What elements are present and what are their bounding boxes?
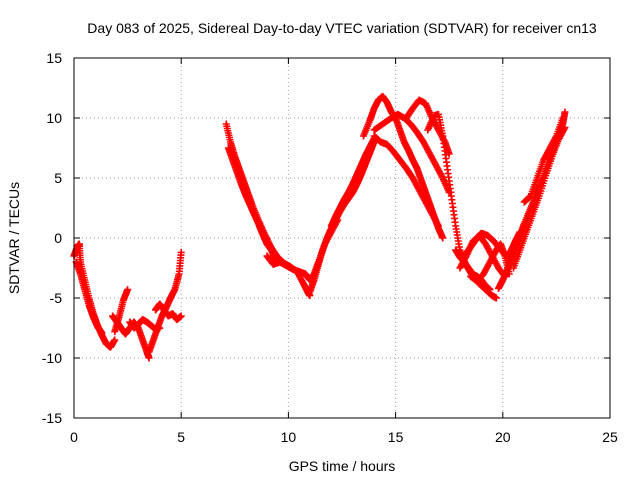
- data-point-marker: [145, 354, 153, 362]
- x-tick-label: 5: [177, 429, 185, 445]
- y-tick-label: -15: [42, 410, 62, 426]
- y-tick-label: 0: [54, 230, 62, 246]
- y-tick-label: 15: [46, 50, 62, 66]
- y-axis-label: SDTVAR / TECUs: [6, 182, 22, 294]
- y-tick-label: -10: [42, 350, 62, 366]
- x-tick-label: 0: [70, 429, 78, 445]
- data-point-marker: [177, 312, 185, 320]
- data-markers: [70, 92, 569, 362]
- data-point-marker: [439, 234, 447, 242]
- data-point-marker: [124, 286, 132, 294]
- chart-title: Day 083 of 2025, Sidereal Day-to-day VTE…: [87, 20, 597, 36]
- data-point-marker: [561, 108, 569, 116]
- y-tick-label: 5: [54, 170, 62, 186]
- data-point-marker: [552, 134, 560, 141]
- data-point-marker: [98, 329, 106, 337]
- x-tick-label: 20: [495, 429, 511, 445]
- data-point-marker: [177, 248, 185, 256]
- x-tick-label: 10: [281, 429, 297, 445]
- data-point-marker: [111, 336, 119, 344]
- axis-ticks: 0 5 10 15 20 25 -15 -10 -5 0 5 10 15: [42, 50, 618, 445]
- x-tick-label: 15: [388, 429, 404, 445]
- data-point-marker: [434, 222, 442, 230]
- data-point-marker: [492, 294, 500, 302]
- x-tick-label: 25: [602, 429, 618, 445]
- data-point-marker: [486, 286, 494, 294]
- data-point-marker: [559, 114, 567, 122]
- x-axis-label: GPS time / hours: [289, 458, 396, 474]
- data-point-marker: [434, 221, 442, 228]
- y-tick-label: -5: [50, 290, 63, 306]
- y-tick-label: 10: [46, 110, 62, 126]
